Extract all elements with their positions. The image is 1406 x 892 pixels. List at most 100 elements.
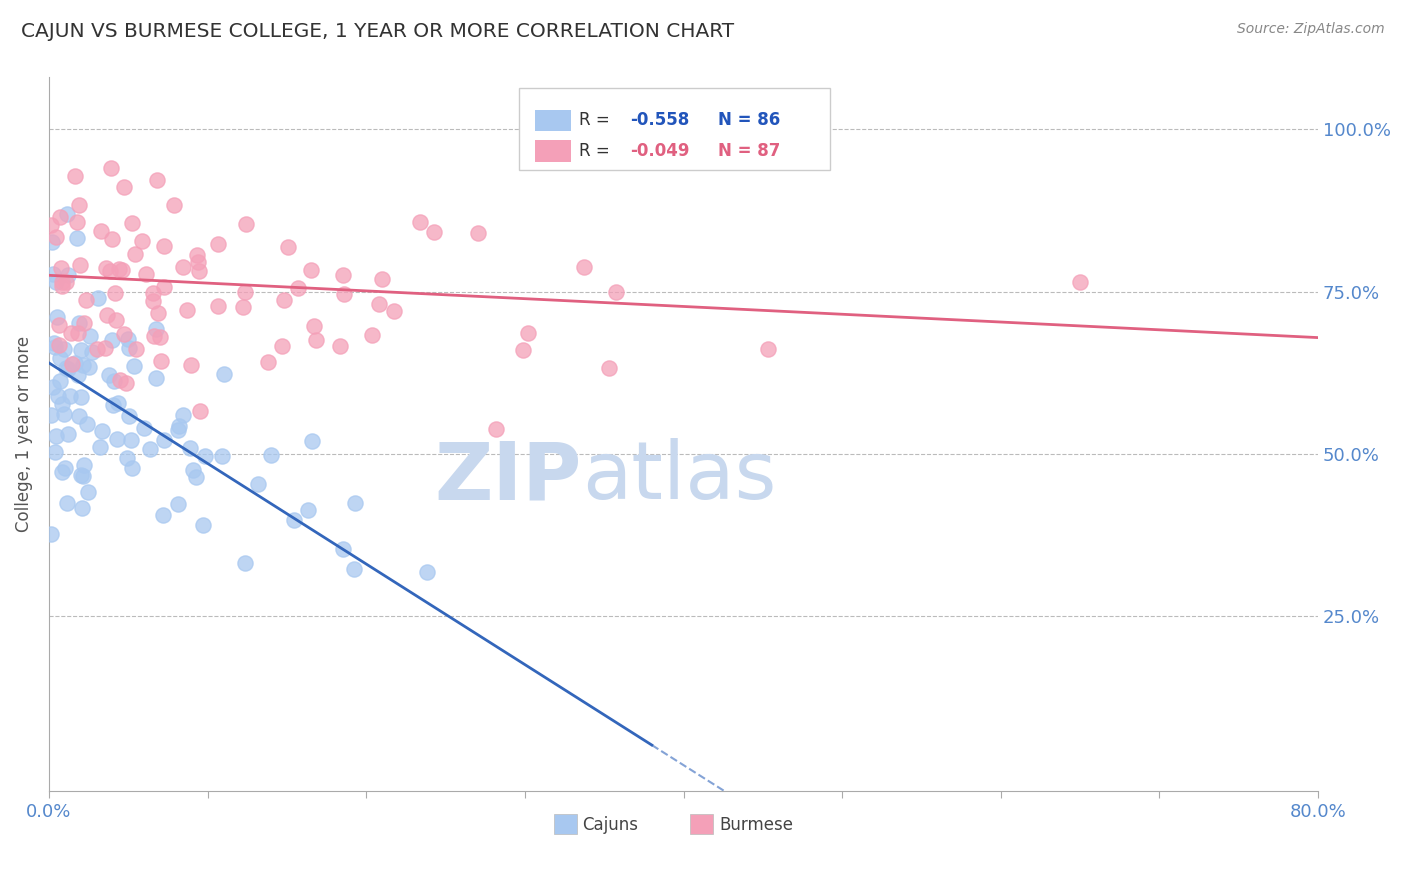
Bar — [554, 814, 576, 834]
Point — [329, 339, 352, 353]
Point — [235, 557, 257, 571]
Point — [343, 496, 366, 510]
Point — [75, 293, 97, 308]
Point — [104, 286, 127, 301]
Point — [39, 408, 62, 422]
Point — [142, 294, 165, 309]
Text: R =: R = — [579, 142, 616, 160]
Point — [76, 484, 98, 499]
Point — [211, 449, 233, 463]
Point — [125, 342, 148, 356]
Text: -0.558: -0.558 — [630, 112, 689, 129]
Point — [416, 565, 439, 579]
Point — [96, 308, 118, 322]
Point — [370, 272, 392, 286]
Point — [176, 303, 198, 318]
Point — [117, 332, 139, 346]
Point — [80, 345, 103, 359]
Point — [91, 424, 114, 438]
Point — [516, 326, 538, 340]
Point — [467, 226, 489, 240]
Point — [52, 342, 75, 356]
Point — [188, 404, 211, 418]
Point — [66, 368, 89, 382]
Text: Burmese: Burmese — [718, 815, 793, 834]
Point — [142, 285, 165, 300]
Point — [120, 433, 142, 447]
Point — [232, 301, 254, 315]
Point — [39, 218, 62, 232]
Point — [49, 210, 72, 224]
Point — [247, 477, 270, 491]
Point — [51, 276, 73, 290]
Point — [138, 442, 160, 456]
Text: Cajuns: Cajuns — [582, 815, 638, 834]
Point — [382, 304, 405, 318]
Point — [44, 445, 66, 459]
Point — [65, 214, 87, 228]
Point — [332, 541, 354, 556]
Point — [112, 180, 135, 194]
Point — [153, 434, 176, 448]
Point — [257, 355, 280, 369]
Point — [58, 362, 80, 376]
Point — [166, 423, 188, 437]
Point — [89, 440, 111, 454]
Point — [59, 326, 82, 341]
Point — [59, 388, 82, 402]
Point — [512, 343, 534, 357]
Point — [45, 230, 67, 244]
Text: N = 86: N = 86 — [718, 112, 780, 129]
Point — [110, 373, 132, 387]
Point — [45, 276, 67, 290]
FancyBboxPatch shape — [519, 88, 830, 170]
Point — [45, 429, 67, 443]
Point — [146, 306, 169, 320]
Point — [94, 260, 117, 275]
Point — [1069, 275, 1091, 289]
Point — [56, 427, 79, 442]
Point — [142, 328, 165, 343]
Point — [423, 225, 446, 239]
Bar — [536, 110, 571, 131]
Point — [277, 240, 299, 254]
Point — [108, 262, 131, 277]
Point — [191, 517, 214, 532]
Point — [207, 236, 229, 251]
Point — [67, 198, 90, 212]
Point — [188, 264, 211, 278]
Point — [179, 441, 201, 455]
Point — [153, 280, 176, 294]
Text: Source: ZipAtlas.com: Source: ZipAtlas.com — [1237, 22, 1385, 37]
Point — [65, 169, 87, 183]
Point — [124, 246, 146, 260]
Point — [87, 291, 110, 305]
Point — [756, 342, 779, 356]
Point — [44, 335, 66, 350]
Point — [42, 268, 65, 282]
Text: CAJUN VS BURMESE COLLEGE, 1 YEAR OR MORE CORRELATION CHART: CAJUN VS BURMESE COLLEGE, 1 YEAR OR MORE… — [21, 22, 734, 41]
Point — [152, 238, 174, 252]
Point — [485, 421, 508, 435]
Point — [150, 354, 173, 368]
Point — [145, 173, 167, 187]
Point — [90, 224, 112, 238]
Point — [172, 260, 194, 274]
Point — [273, 293, 295, 307]
Point — [42, 380, 65, 394]
Point — [101, 333, 124, 347]
Point — [44, 340, 66, 354]
Point — [52, 407, 75, 421]
Point — [172, 408, 194, 422]
Point — [214, 368, 236, 382]
Point — [41, 235, 63, 250]
Point — [51, 397, 73, 411]
Text: ZIP: ZIP — [434, 438, 582, 516]
Text: atlas: atlas — [582, 438, 776, 516]
Point — [181, 462, 204, 476]
Point — [572, 260, 595, 275]
Text: N = 87: N = 87 — [718, 142, 780, 160]
Point — [76, 417, 98, 431]
Point — [70, 343, 93, 357]
Point — [302, 318, 325, 333]
